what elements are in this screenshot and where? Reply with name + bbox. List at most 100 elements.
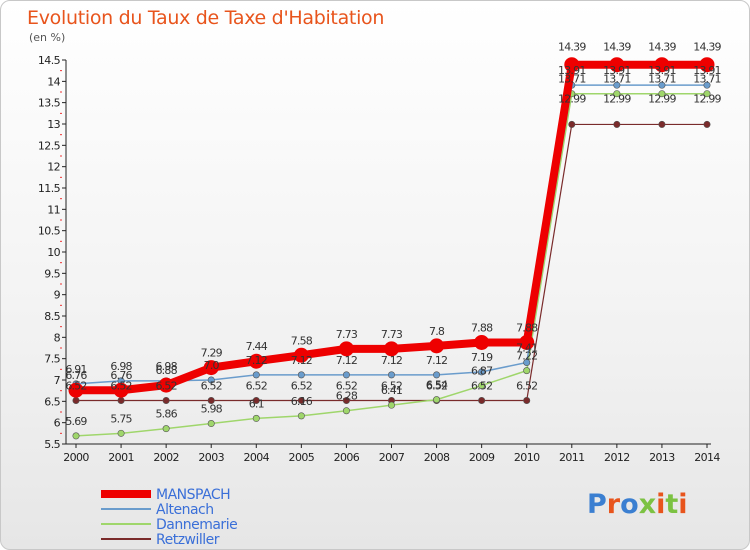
data-label: 12.99 xyxy=(693,92,721,105)
y-tick-label: 14.5 xyxy=(38,54,61,67)
data-point xyxy=(297,371,305,379)
data-point xyxy=(248,353,264,369)
data-point xyxy=(338,341,354,357)
data-point xyxy=(609,57,625,73)
logo-letter: x xyxy=(638,489,657,520)
data-point xyxy=(433,371,441,379)
data-point xyxy=(523,396,531,404)
data-point xyxy=(474,334,490,350)
data-label: 6.87 xyxy=(471,365,493,378)
data-label: 13.91 xyxy=(603,64,631,77)
data-label: 6.52 xyxy=(110,379,131,392)
data-point xyxy=(613,81,621,89)
y-tick-label: 12.5 xyxy=(38,139,61,152)
legend-label: Dannemarie xyxy=(156,517,237,533)
data-point xyxy=(654,57,670,73)
x-tick-label: 2000 xyxy=(63,451,89,464)
y-tick-label: 7 xyxy=(54,374,61,387)
data-label: 7.12 xyxy=(246,354,267,367)
logo-letter: i xyxy=(656,489,666,520)
data-point xyxy=(207,396,215,404)
data-label: 6.41 xyxy=(381,384,402,397)
y-tick-label: 10 xyxy=(47,246,60,259)
x-tick-label: 2013 xyxy=(649,451,675,464)
data-point xyxy=(658,120,666,128)
data-label: 14.39 xyxy=(648,41,676,54)
logo-letter: P xyxy=(587,489,607,520)
data-label: 13.71 xyxy=(603,73,631,86)
data-label: 6.52 xyxy=(516,379,537,392)
data-label: 6.98 xyxy=(155,360,177,373)
data-label: 5.69 xyxy=(65,415,87,428)
data-point xyxy=(658,81,666,89)
data-label: 7.58 xyxy=(291,334,313,347)
y-tick-label: 6 xyxy=(54,417,61,430)
data-label: 6.52 xyxy=(201,379,222,392)
data-label: 7.73 xyxy=(381,328,403,341)
x-tick-label: 2005 xyxy=(289,451,315,464)
data-label: 7.73 xyxy=(336,328,358,341)
data-point xyxy=(703,120,711,128)
y-tick-label: 6.5 xyxy=(44,395,60,408)
data-point xyxy=(699,57,715,73)
legend-label: Altenach xyxy=(156,502,214,518)
x-tick-label: 2003 xyxy=(198,451,224,464)
data-point xyxy=(252,396,260,404)
data-point xyxy=(478,368,486,376)
data-label: 6.16 xyxy=(291,395,313,408)
data-label: 7.88 xyxy=(471,321,493,334)
data-label: 14.39 xyxy=(558,41,586,54)
data-point xyxy=(433,396,441,404)
data-label: 6.52 xyxy=(291,379,312,392)
y-tick-label: 9 xyxy=(54,289,61,302)
data-label: 7.12 xyxy=(291,354,312,367)
data-point xyxy=(297,396,305,404)
data-label: 6.52 xyxy=(426,379,447,392)
unit-label: (en %) xyxy=(29,31,66,44)
data-label: 6.91 xyxy=(65,363,86,376)
data-point xyxy=(613,90,621,98)
data-label: 7.29 xyxy=(201,347,223,360)
legend-label: Retzwiller xyxy=(156,532,220,548)
x-tick-label: 2001 xyxy=(108,451,134,464)
data-point xyxy=(117,396,125,404)
data-point xyxy=(384,341,399,357)
data-label: 7.12 xyxy=(426,354,447,367)
logo-letter: r xyxy=(606,489,621,520)
data-label: 6.76 xyxy=(65,369,87,382)
y-tick-label: 14 xyxy=(47,75,60,88)
data-point xyxy=(342,407,350,415)
data-point xyxy=(429,338,445,354)
data-label: 7.8 xyxy=(429,325,445,338)
data-point xyxy=(658,90,666,98)
data-label: 7.19 xyxy=(471,351,493,364)
data-label: 6.28 xyxy=(336,390,358,403)
data-label: 13.71 xyxy=(648,73,676,86)
data-label: 13.91 xyxy=(648,64,676,77)
data-label: 13.91 xyxy=(558,64,586,77)
data-point xyxy=(523,359,531,367)
data-point xyxy=(113,382,129,398)
data-label: 6.52 xyxy=(65,379,86,392)
data-label: 6.52 xyxy=(246,379,267,392)
x-tick-label: 2004 xyxy=(243,451,269,464)
data-point xyxy=(162,396,170,404)
data-point xyxy=(703,90,711,98)
data-point xyxy=(207,376,215,384)
y-tick-label: 10.5 xyxy=(38,225,61,238)
data-point xyxy=(72,396,80,404)
data-point xyxy=(207,420,215,428)
x-tick-label: 2002 xyxy=(153,451,179,464)
data-label: 6.1 xyxy=(249,397,264,410)
data-label: 6.52 xyxy=(471,379,492,392)
x-tick-label: 2009 xyxy=(469,451,495,464)
data-point xyxy=(523,367,531,375)
data-label: 7.12 xyxy=(381,354,402,367)
data-point xyxy=(519,334,535,350)
data-label: 5.75 xyxy=(110,412,132,425)
data-label: 12.99 xyxy=(558,92,586,105)
x-tick-label: 2014 xyxy=(694,451,720,464)
x-tick-label: 2012 xyxy=(604,451,630,464)
data-point xyxy=(568,120,576,128)
